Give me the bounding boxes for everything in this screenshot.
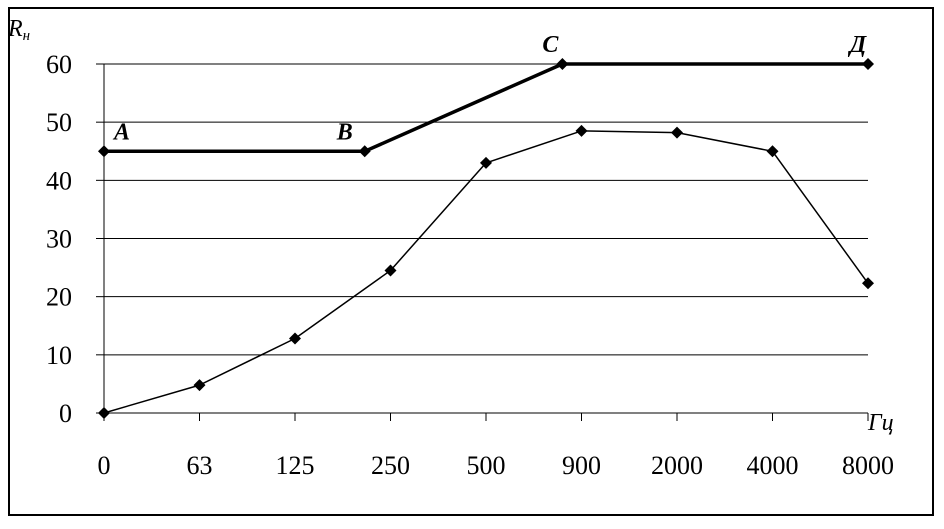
series-1-line bbox=[103, 130, 869, 414]
y-tick-label: 0 bbox=[59, 399, 72, 428]
y-tick-label: 60 bbox=[46, 50, 72, 79]
chart-frame: 0 10 20 30 40 50 60 0 63 125 250 500 900 2000 4000 800… bbox=[7, 7, 934, 516]
x-axis-label: Гц bbox=[867, 410, 894, 436]
x-tick-label: 4000 bbox=[747, 451, 799, 480]
series-2-point bbox=[556, 58, 569, 70]
axes bbox=[96, 63, 869, 421]
frequency-chart: 0 10 20 30 40 50 60 0 63 125 250 500 900 2000 4000 800… bbox=[7, 16, 895, 480]
series-1-point bbox=[384, 264, 397, 277]
series-1-point bbox=[480, 156, 492, 169]
point-label-B: B bbox=[336, 119, 353, 145]
series-2-point bbox=[358, 145, 371, 158]
x-tick-label: 0 bbox=[98, 451, 111, 480]
series-1-point bbox=[862, 277, 874, 290]
x-tick-label: 63 bbox=[187, 451, 213, 480]
y-tick-label: 10 bbox=[46, 341, 72, 370]
y-tick-label: 40 bbox=[46, 166, 72, 195]
series-1-point bbox=[193, 379, 206, 392]
point-label-C: C bbox=[542, 32, 559, 58]
series-2-point bbox=[98, 145, 110, 158]
grid bbox=[104, 63, 868, 356]
series-group bbox=[98, 58, 874, 419]
point-labels: A B C Д bbox=[112, 32, 868, 145]
series-2-line bbox=[104, 62, 868, 154]
x-tick-label: 8000 bbox=[842, 451, 894, 480]
y-tick-label: 20 bbox=[46, 283, 72, 312]
x-tick-label: 900 bbox=[562, 451, 601, 480]
y-axis-label-main: R bbox=[10, 16, 23, 42]
y-axis-label: Rн bbox=[10, 16, 30, 44]
series-1-point bbox=[766, 145, 779, 158]
y-axis-label-sub: н bbox=[23, 28, 30, 44]
x-tick-label: 500 bbox=[467, 451, 506, 480]
y-tick-label: 30 bbox=[46, 225, 72, 254]
point-label-Д: Д bbox=[848, 32, 868, 58]
x-tick-labels: 0 63 125 250 500 900 2000 4000 8000 bbox=[98, 451, 895, 480]
series-2-point bbox=[862, 58, 874, 70]
series-1-point bbox=[98, 407, 110, 419]
x-tick-label: 250 bbox=[371, 451, 410, 480]
point-label-A: A bbox=[112, 119, 130, 145]
y-tick-label: 50 bbox=[46, 108, 72, 137]
series-1-point bbox=[671, 126, 683, 139]
y-tick-labels: 0 10 20 30 40 50 60 bbox=[46, 50, 72, 428]
x-tick-label: 2000 bbox=[651, 451, 703, 480]
x-tick-label: 125 bbox=[276, 451, 315, 480]
series-1-point bbox=[575, 124, 588, 137]
series-1-point bbox=[289, 332, 301, 345]
